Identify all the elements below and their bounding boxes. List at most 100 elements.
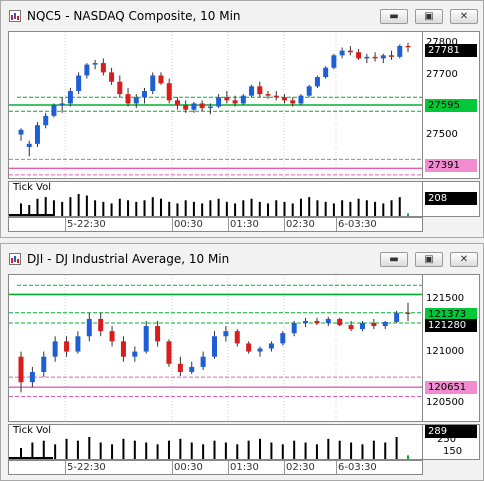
price-plot[interactable] xyxy=(8,274,423,422)
volume-bar xyxy=(61,201,64,216)
time-axis[interactable]: 5-22:30 00:30 01:30 02:30 6-03:30 xyxy=(8,460,423,475)
volume-bar xyxy=(118,198,121,216)
candle-body xyxy=(224,97,230,101)
volume-bar xyxy=(111,444,114,459)
candle-body xyxy=(281,97,287,101)
candle-body xyxy=(216,97,222,107)
minimize-icon: ▬ xyxy=(389,254,399,265)
volume-bar xyxy=(94,200,97,216)
candle-body xyxy=(306,86,312,96)
volume-bar xyxy=(234,203,237,216)
time-separator xyxy=(65,218,66,231)
volume-bar xyxy=(247,440,250,459)
volume-bar xyxy=(270,442,273,459)
candle-body xyxy=(323,67,329,78)
volume-bar xyxy=(99,442,102,459)
candle-body xyxy=(177,363,183,372)
dji-chart-window[interactable]: DJI - DJ Industrial Average, 10 Min ▬ ▣ … xyxy=(0,243,484,481)
time-separator xyxy=(284,218,285,231)
candle-body xyxy=(158,75,164,84)
volume-bar xyxy=(145,442,148,459)
volume-plot[interactable]: Tick Vol xyxy=(8,424,423,460)
candle-body xyxy=(291,322,297,334)
maximize-icon: ▣ xyxy=(424,11,434,22)
candle-body xyxy=(337,318,343,326)
price-plot[interactable] xyxy=(8,31,423,179)
window-title: NQC5 - NASDAQ Composite, 10 Min xyxy=(27,9,241,23)
volume-bar xyxy=(69,197,72,216)
maximize-icon: ▣ xyxy=(424,254,434,265)
maximize-button[interactable]: ▣ xyxy=(415,252,443,267)
candle-body xyxy=(18,129,24,135)
price-scale[interactable]: 27800 27700 27600 27500 27400 27781 2759… xyxy=(423,31,480,179)
close-icon: ✕ xyxy=(459,254,469,265)
time-label: 01:30 xyxy=(230,462,259,473)
candle-body xyxy=(382,321,388,327)
volume-bar xyxy=(202,444,205,459)
time-label: 5-22:30 xyxy=(67,219,106,230)
candle-body xyxy=(325,318,331,323)
candle-body xyxy=(109,72,115,82)
volume-bar xyxy=(242,200,245,216)
volume-bar xyxy=(85,195,88,216)
time-label: 5-22:30 xyxy=(67,462,106,473)
candle-body xyxy=(405,45,411,48)
volume-bar xyxy=(42,440,45,459)
candle-body xyxy=(212,336,217,357)
volume-bar xyxy=(135,201,138,216)
time-separator xyxy=(336,218,337,231)
volume-bar xyxy=(159,198,162,216)
candle-body xyxy=(268,343,274,349)
candle-body xyxy=(189,366,195,372)
volume-bar xyxy=(54,444,57,459)
time-separator xyxy=(172,461,173,474)
price-candles xyxy=(9,32,422,178)
time-axis[interactable]: 5-22:30 00:30 01:30 02:30 6-03:30 xyxy=(8,217,423,232)
close-button[interactable]: ✕ xyxy=(450,9,478,24)
maximize-button[interactable]: ▣ xyxy=(415,9,443,24)
candle-body xyxy=(331,55,337,68)
candle-body xyxy=(29,371,35,383)
window-titlebar[interactable]: DJI - DJ Industrial Average, 10 Min ▬ ▣ … xyxy=(1,244,483,274)
volume-bar xyxy=(209,200,212,216)
candle-body xyxy=(117,81,123,95)
candle-body xyxy=(191,103,197,110)
candle-body xyxy=(109,331,115,342)
volume-tick-label: 150 xyxy=(443,446,463,457)
candle-body xyxy=(86,318,92,337)
volume-bar xyxy=(110,203,113,216)
volume-bar xyxy=(156,444,159,459)
volume-bar xyxy=(52,200,55,216)
volume-bar xyxy=(225,201,228,216)
volume-bar xyxy=(398,197,401,216)
candle-body xyxy=(100,63,106,73)
candle-body xyxy=(64,341,70,352)
candle-body xyxy=(52,341,58,357)
pink-level-tag: 120651 xyxy=(425,381,477,394)
volume-value-tag: 208 xyxy=(425,192,477,205)
volume-plot[interactable]: Tick Vol xyxy=(8,181,423,217)
candle-body xyxy=(132,351,138,357)
price-tick-label: 121500 xyxy=(426,293,465,304)
volume-bar xyxy=(293,440,296,459)
candle-body xyxy=(303,320,309,323)
chart-app-icon xyxy=(9,253,21,265)
candle-body xyxy=(183,105,189,110)
volume-bar xyxy=(304,442,307,459)
candle-body xyxy=(314,77,320,87)
volume-bar xyxy=(88,437,91,459)
price-scale[interactable]: 121500 121000 120500 121373 121280 12065… xyxy=(423,274,480,422)
window-title: DJI - DJ Industrial Average, 10 Min xyxy=(27,252,230,266)
volume-bar xyxy=(217,198,220,216)
volume-bar xyxy=(250,198,253,216)
minimize-button[interactable]: ▬ xyxy=(380,252,408,267)
candle-body xyxy=(359,322,365,330)
candle-body xyxy=(394,312,400,322)
window-titlebar[interactable]: NQC5 - NASDAQ Composite, 10 Min ▬ ▣ ✕ xyxy=(1,1,483,31)
candle-body xyxy=(207,106,213,109)
close-button[interactable]: ✕ xyxy=(450,252,478,267)
volume-bars xyxy=(9,437,409,459)
minimize-button[interactable]: ▬ xyxy=(380,9,408,24)
volume-scale: 208 xyxy=(423,181,480,217)
nasdaq-chart-window[interactable]: NQC5 - NASDAQ Composite, 10 Min ▬ ▣ ✕ 27… xyxy=(0,0,484,238)
